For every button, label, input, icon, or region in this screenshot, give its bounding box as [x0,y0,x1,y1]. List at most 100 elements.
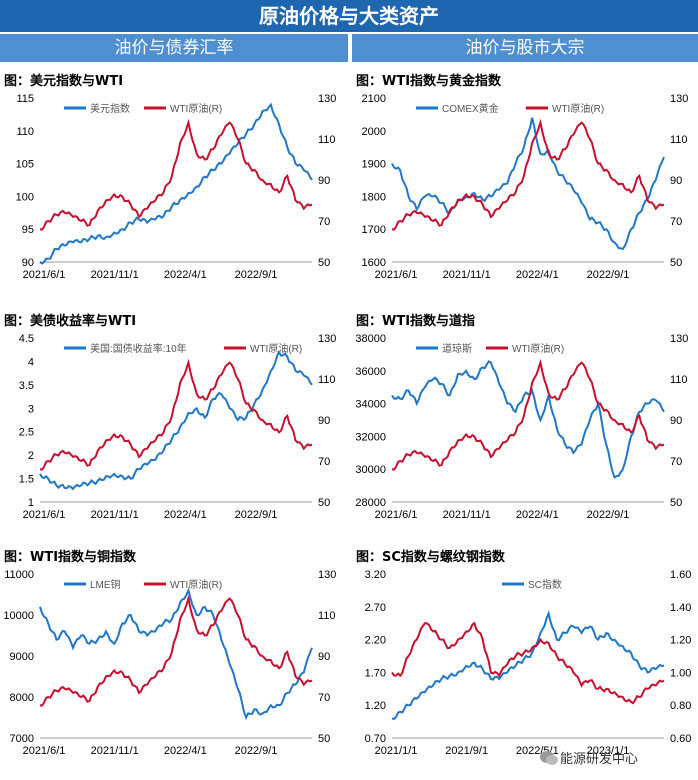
y-left-tick-label: 3 [28,403,34,415]
y-left-tick-label: 38000 [355,333,386,345]
series-line-primary [39,349,313,491]
legend-label: SC指数 [528,578,562,591]
y-right-tick-label: 70 [670,216,682,228]
series-line-secondary [39,358,313,471]
chart-svg: 1600 1700 1800 1900 2000 2100 50 70 90 110 130 2021… [362,93,689,281]
y-right-tick-label: 50 [318,497,330,509]
x-tick-label: 2021/6/1 [375,269,418,281]
y-left-tick-label: 1900 [362,159,386,171]
y-left-tick-label: 90 [22,257,34,269]
x-tick-label: 2021/6/1 [23,745,66,757]
legend-label: WTI原油(R) [552,102,604,115]
y-right-tick-label: 130 [670,93,688,105]
x-tick-label: 2022/9/1 [235,269,278,281]
x-tick-label: 2022/4/1 [516,509,559,521]
y-left-tick-label: 0.70 [365,733,386,745]
y-left-tick-label: 10000 [3,610,34,622]
chart-panel-ust-wti: 图：美债收益率与WTI 1 1.5 2 2.5 3 3.5 4 4.5 50 70 90 110 130… [0,308,346,544]
x-tick-label: 2021/11/1 [91,745,139,757]
y-left-tick-label: 30000 [355,464,386,476]
y-right-tick-label: 130 [670,333,688,345]
x-tick-label: 2022/9/1 [235,509,278,521]
y-left-tick-label: 1800 [362,191,386,203]
legend-label: 道琼斯 [442,342,472,355]
y-left-tick-label: 1.70 [365,667,386,679]
series-line-secondary [391,621,665,705]
y-right-tick-label: 50 [670,497,682,509]
y-left-tick-label: 1.5 [19,474,34,486]
legend-label: WTI原油(R) [170,102,222,115]
chart-panel-dxy-wti: 图：美元指数与WTI 90 95 100 105 110 115 50 70 90 110 130 2… [0,68,346,304]
legend-label: COMEX黄金 [442,102,499,115]
y-right-tick-label: 130 [318,333,336,345]
series-line-primary [391,610,665,721]
chart-svg: 7000 8000 9000 10000 11000 50 70 90 110 130 2021/6… [3,569,336,757]
chart-svg: 1 1.5 2 2.5 3 3.5 4 4.5 50 70 90 110 130 2021/6/1 2021… [19,333,337,521]
x-tick-label: 2022/9/1 [587,509,630,521]
y-left-tick-label: 110 [16,126,34,138]
chart-title: 图：WTI指数与铜指数 [4,550,137,565]
y-left-tick-label: 2 [28,450,34,462]
y-right-tick-label: 70 [670,456,682,468]
chart-title: 图：WTI指数与道指 [356,314,476,329]
y-right-tick-label: 90 [318,175,330,187]
legend-label: LME铜 [90,579,121,591]
y-right-tick-label: 130 [318,93,336,105]
y-right-tick-label: 90 [670,415,682,427]
y-left-tick-label: 2000 [362,126,386,138]
wechat-icon [540,751,558,765]
y-right-tick-label: 50 [670,257,682,269]
y-right-tick-label: 70 [318,692,330,704]
x-tick-label: 2021/11/1 [91,509,139,521]
y-right-tick-label: 110 [670,134,688,146]
y-right-tick-label: 1.40 [670,602,691,614]
legend-label: WTI原油(R) [250,342,302,355]
y-left-tick-label: 1600 [362,257,386,269]
y-right-tick-label: 110 [318,134,336,146]
x-tick-label: 2022/4/1 [164,745,207,757]
chart-title: 图：美债收益率与WTI [4,314,137,329]
x-tick-label: 2021/1/1 [375,745,418,757]
legend-label: WTI原油(R) [512,342,564,355]
y-left-tick-label: 1700 [362,224,386,236]
series-line-primary [391,360,665,479]
y-left-tick-label: 32000 [355,431,386,443]
y-left-tick-label: 2.5 [19,427,34,439]
y-left-tick-label: 8000 [10,692,34,704]
y-left-tick-label: 3.5 [19,380,34,392]
y-right-tick-label: 70 [318,456,330,468]
watermark: 能源研发中心 [560,752,639,767]
y-right-tick-label: 50 [318,257,330,269]
x-tick-label: 2021/11/1 [91,269,139,281]
x-tick-label: 2021/11/1 [443,269,491,281]
legend-label: WTI原油(R) [170,578,222,591]
y-right-tick-label: 110 [318,374,336,386]
chart-panel-sc-rebar: 图：SC指数与螺纹钢指数 0.70 1.20 1.70 2.20 2.70 3.20 0.6… [352,544,698,780]
legend-label: 美国:国债收益率:10年 [90,342,187,355]
legend-label: 美元指数 [90,102,130,115]
y-right-tick-label: 90 [318,651,330,663]
series-line-primary [39,587,313,721]
y-left-tick-label: 105 [16,159,34,171]
y-right-tick-label: 0.60 [670,733,691,745]
chart-svg: 28000 30000 32000 34000 36000 38000 50 70 90 110 1… [355,333,688,521]
x-tick-label: 2022/4/1 [164,509,207,521]
series-line-secondary [391,358,665,471]
y-right-tick-label: 130 [318,569,336,581]
y-left-tick-label: 115 [16,93,34,105]
chart-panel-wti-copper: 图：WTI指数与铜指数 7000 8000 9000 10000 11000 50 70 90… [0,544,346,780]
y-left-tick-label: 2.70 [365,602,386,614]
series-line-secondary [39,594,313,707]
y-right-tick-label: 1.60 [670,569,691,581]
section-oil-bonds-fx: 油价与债券汇率 [0,34,348,62]
y-left-tick-label: 1 [28,497,34,509]
y-right-tick-label: 90 [670,175,682,187]
x-tick-label: 2022/9/1 [235,745,278,757]
y-left-tick-label: 3.20 [365,569,386,581]
x-tick-label: 2021/11/1 [443,509,491,521]
y-left-tick-label: 28000 [355,497,386,509]
y-left-tick-label: 7000 [10,733,34,745]
y-right-tick-label: 90 [318,415,330,427]
section-oil-stocks-commodities: 油价与股市大宗 [352,34,698,62]
y-right-tick-label: 70 [318,216,330,228]
